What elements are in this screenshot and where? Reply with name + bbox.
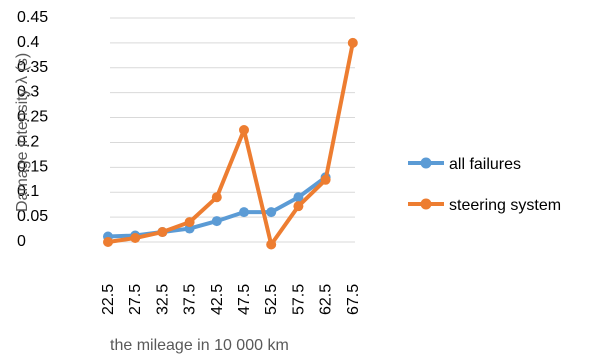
x-axis-title: the mileage in 10 000 km — [110, 337, 289, 354]
y-tick-label: 0 — [17, 233, 26, 250]
legend-label: steering system — [449, 197, 561, 214]
y-tick-label: 0.1 — [17, 183, 39, 200]
data-point — [293, 201, 304, 212]
data-point — [239, 125, 249, 135]
x-tick-label: 42.5 — [209, 284, 226, 315]
x-tick-label: 27.5 — [127, 284, 144, 315]
x-tick-label: 32.5 — [154, 284, 171, 315]
series-line — [106, 175, 328, 239]
y-tick-label: 0.25 — [17, 109, 48, 126]
legend-item: all failures — [408, 156, 521, 173]
legend-item: steering system — [408, 197, 561, 214]
series-2 — [103, 37, 358, 250]
data-point — [266, 239, 277, 250]
legend-marker — [420, 198, 432, 210]
y-tick-label: 0.35 — [17, 59, 48, 76]
data-point — [293, 192, 304, 203]
series-layer — [103, 37, 358, 250]
x-tick-label: 22.5 — [100, 284, 117, 315]
x-tick-label: 67.5 — [345, 284, 362, 315]
data-point — [130, 233, 141, 244]
y-tick-label: 0.4 — [17, 34, 39, 51]
y-tick-label: 0.15 — [17, 158, 48, 175]
y-tick-label: 0.3 — [17, 84, 39, 101]
gridlines — [110, 17, 355, 243]
y-axis-ticks: 0 0.05 0.1 0.15 0.2 0.25 0.3 0.35 0.4 0.45 — [17, 9, 48, 250]
data-point — [103, 237, 113, 247]
x-tick-label: 47.5 — [236, 284, 253, 315]
y-tick-label: 0.05 — [17, 208, 48, 225]
data-point — [184, 217, 195, 228]
legend: all failures steering system — [408, 156, 561, 214]
y-axis-title: Damage intensity λ (s) — [14, 53, 31, 212]
legend-marker — [420, 157, 432, 169]
y-tick-label: 0.2 — [17, 133, 39, 150]
data-point — [266, 207, 277, 218]
data-point — [211, 192, 222, 203]
x-tick-label: 62.5 — [318, 284, 335, 315]
x-tick-label: 52.5 — [263, 284, 280, 315]
x-tick-label: 37.5 — [182, 284, 199, 315]
x-tick-label: 57.5 — [290, 284, 307, 315]
data-point — [239, 207, 249, 218]
data-point — [347, 37, 358, 48]
series-line — [106, 40, 355, 247]
data-point — [211, 216, 222, 227]
x-axis-ticks: 22.5 27.5 32.5 37.5 42.5 47.5 52.5 57.5 62.5 67.5 — [100, 284, 362, 315]
y-tick-label: 0.45 — [17, 9, 48, 26]
data-point — [157, 227, 168, 238]
data-point — [320, 174, 331, 185]
legend-label: all failures — [449, 156, 521, 173]
